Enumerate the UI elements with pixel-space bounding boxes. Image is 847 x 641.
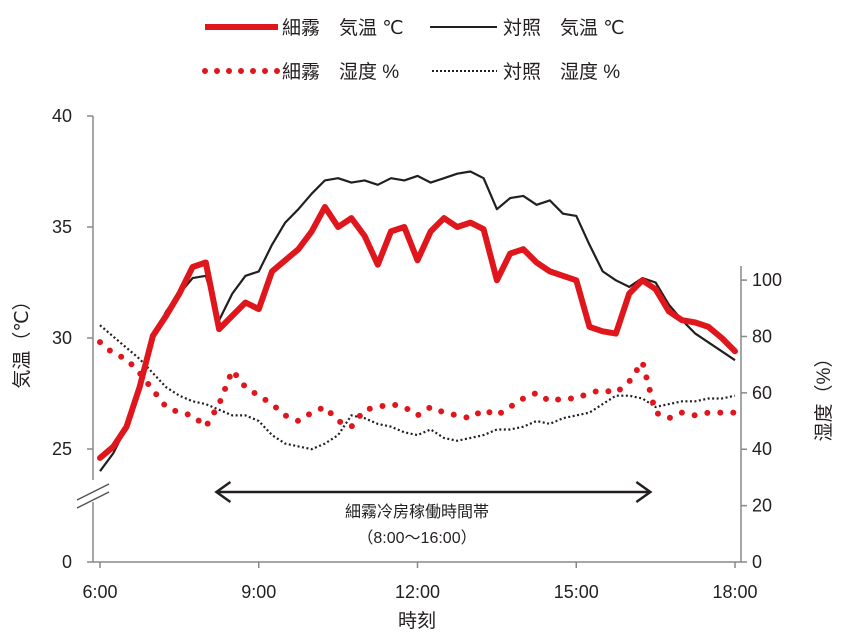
right-tick-label: 100 xyxy=(752,270,782,290)
x-tick-label: 15:00 xyxy=(554,582,599,602)
x-tick-label: 9:00 xyxy=(241,582,276,602)
legend-entry-control-humidity: 対照 湿度 % xyxy=(432,61,620,83)
right-tick-label: 0 xyxy=(752,552,762,572)
legend-label-control-humidity: 対照 湿度 % xyxy=(503,61,620,83)
series-line-0 xyxy=(97,204,738,461)
legend-label-mist-humidity: 細霧 湿度 % xyxy=(282,61,399,83)
axis-break-mark xyxy=(76,483,110,509)
legend-entry-mist-humidity: 細霧 湿度 % xyxy=(202,61,399,83)
right-tick-label: 20 xyxy=(752,496,772,516)
arrowhead-left xyxy=(214,480,232,504)
left-axis-ticks: 0 25 30 35 40 xyxy=(52,106,93,572)
x-tick-label: 6:00 xyxy=(82,582,117,602)
right-axis-title: 湿度（%） xyxy=(813,349,835,442)
x-axis-ticks: 6:00 9:00 12:00 15:00 18:00 xyxy=(82,562,758,602)
left-tick-label: 35 xyxy=(52,217,72,237)
left-axis-title: 気温（℃） xyxy=(11,291,33,388)
legend-label-control-temp: 対照 気温 ℃ xyxy=(503,17,625,39)
series-line-1 xyxy=(99,170,736,472)
left-tick-label: 30 xyxy=(52,328,72,348)
legend: 細霧 気温 ℃ 対照 気温 ℃ 細霧 湿度 % 対照 湿度 % xyxy=(202,17,625,83)
operation-period-label: 細霧冷房稼働時間帯 xyxy=(345,503,489,521)
series-line-3 xyxy=(99,324,736,451)
right-axis-ticks: 0 20 40 60 80 100 xyxy=(741,270,782,572)
left-tick-label: 25 xyxy=(52,439,72,459)
legend-label-mist-temp: 細霧 気温 ℃ xyxy=(282,17,404,39)
right-tick-label: 60 xyxy=(752,383,772,403)
right-tick-label: 80 xyxy=(752,326,772,346)
series-line-2 xyxy=(97,339,738,432)
legend-entry-mist-temp: 細霧 気温 ℃ xyxy=(205,17,404,39)
x-tick-label: 12:00 xyxy=(395,582,440,602)
left-tick-label: 0 xyxy=(62,552,72,572)
left-tick-label: 40 xyxy=(52,106,72,126)
x-axis-title: 時刻 xyxy=(398,610,436,632)
axes xyxy=(76,116,742,563)
right-tick-label: 40 xyxy=(752,439,772,459)
operation-period-range: （8:00〜16:00） xyxy=(357,529,476,547)
series-layer xyxy=(97,170,738,472)
legend-entry-control-temp: 対照 気温 ℃ xyxy=(430,17,625,39)
operation-period-annotation: 細霧冷房稼働時間帯 （8:00〜16:00） xyxy=(214,480,653,547)
arrowhead-right xyxy=(635,480,653,504)
x-tick-label: 18:00 xyxy=(712,582,757,602)
